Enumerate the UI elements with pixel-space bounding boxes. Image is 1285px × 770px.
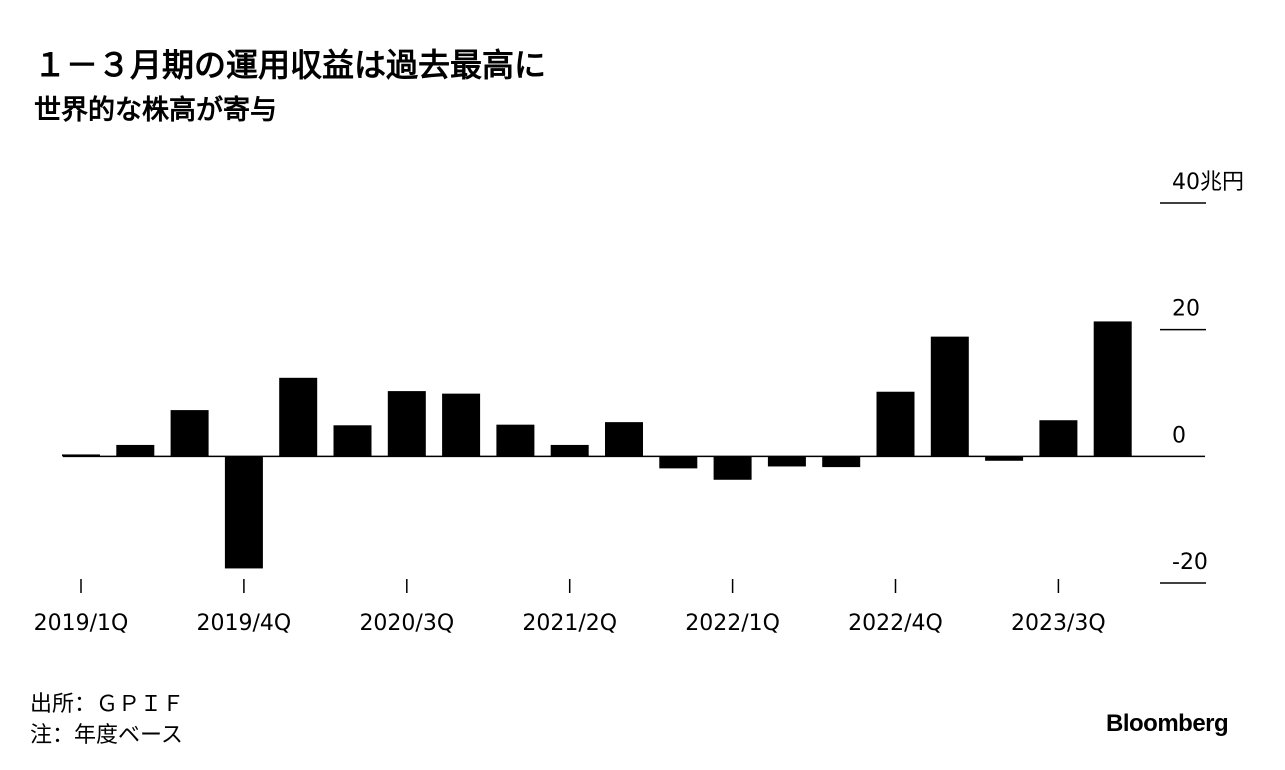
bar-2020-1Q xyxy=(279,377,318,457)
fiscal-year-note: 注：年度ベース xyxy=(30,723,183,748)
bar-2022-2Q xyxy=(767,456,806,467)
bar-2022-4Q xyxy=(876,391,915,457)
bar-2019-4Q xyxy=(224,456,263,569)
bar-2021-3Q xyxy=(605,422,643,457)
x-tick-label-2019-4Q: 2019/4Q xyxy=(197,611,292,636)
bar-2023-3Q xyxy=(1039,420,1078,457)
bar-2019-2Q xyxy=(116,444,155,457)
chart-title: １－３月期の運用収益は過去最高に xyxy=(34,46,547,84)
bar-2019-1Q xyxy=(62,454,100,457)
x-tick-label-2022-1Q: 2022/1Q xyxy=(685,611,780,636)
bar-2021-1Q xyxy=(496,424,535,457)
y-tick-label--20: -20 xyxy=(1172,550,1208,575)
y-tick-label-40: 40兆円 xyxy=(1172,170,1244,195)
bar-2022-3Q xyxy=(822,456,861,468)
bar-chart: 40兆円 20 0 -20 2019/1Q 2019/4Q 2020/3Q 2021/2Q 20… xyxy=(34,170,1244,636)
bar-2023-2Q xyxy=(985,456,1024,461)
x-tick-label-2022-4Q: 2022/4Q xyxy=(848,611,943,636)
bar-2023-4Q xyxy=(1093,321,1132,457)
bar-2020-3Q xyxy=(387,391,426,457)
chart-subtitle: 世界的な株高が寄与 xyxy=(34,95,277,126)
bar-2021-4Q xyxy=(659,456,698,469)
bar-2021-2Q xyxy=(550,444,589,457)
bar-2020-2Q xyxy=(333,425,372,457)
bar-2023-1Q xyxy=(930,336,969,457)
bloomberg-logo: Bloomberg xyxy=(1106,710,1229,737)
x-tick-label-2021-2Q: 2021/2Q xyxy=(522,611,617,636)
x-tick-label-2020-3Q: 2020/3Q xyxy=(359,611,454,636)
bar-2020-4Q xyxy=(442,393,481,457)
bar-2019-3Q xyxy=(170,410,209,457)
y-tick-label-20: 20 xyxy=(1172,297,1200,322)
bar-2022-1Q xyxy=(713,456,752,480)
x-tick-label-2023-3Q: 2023/3Q xyxy=(1011,611,1106,636)
x-tick-label-2019-1Q: 2019/1Q xyxy=(34,611,129,636)
y-tick-label-0: 0 xyxy=(1172,423,1186,448)
source-note: 出所：ＧＰＩＦ xyxy=(30,692,185,717)
